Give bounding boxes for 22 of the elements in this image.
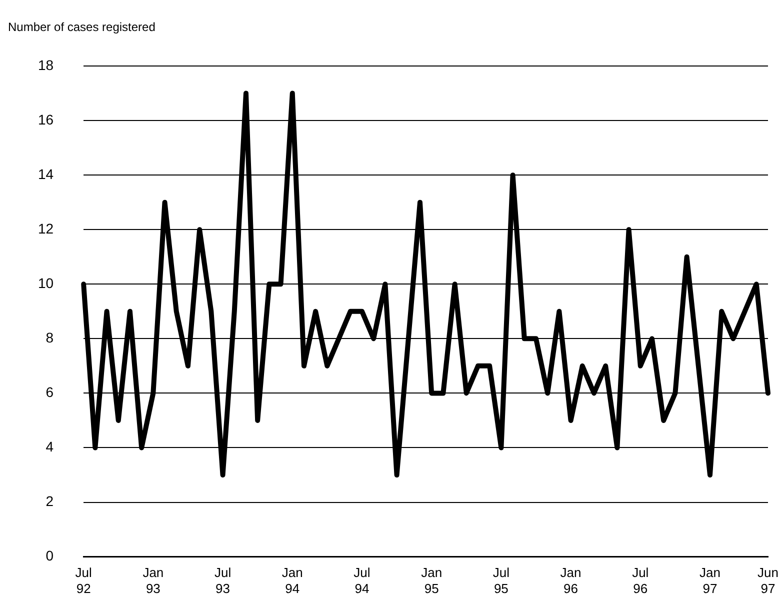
y-tick-label: 12: [38, 220, 54, 236]
x-tick-label: Jun 97: [758, 565, 778, 596]
x-tick-label: Jan 96: [560, 565, 582, 596]
y-tick-label: 14: [38, 166, 54, 182]
x-tick-label: Jul 95: [492, 565, 510, 596]
x-tick-label: Jan 95: [421, 565, 442, 596]
y-tick-label: 6: [46, 384, 54, 400]
y-tick-label: 10: [38, 274, 54, 291]
y-tick-label: 18: [38, 56, 54, 73]
x-tick-label: Jul 93: [214, 565, 232, 596]
x-tick-label: Jan 97: [700, 565, 720, 596]
y-tick-label: 4: [46, 438, 54, 455]
y-axis-title: Number of cases registered: [8, 20, 156, 34]
x-tick-label: Jul 96: [632, 565, 649, 596]
x-tick-label: Jul 92: [75, 565, 92, 596]
y-tick-label: 16: [38, 111, 54, 128]
x-tick-label: Jul 94: [354, 565, 370, 596]
x-tick-label: Jan 93: [142, 565, 164, 596]
x-tick-label: Jan 94: [282, 565, 303, 596]
y-tick-label: 8: [46, 330, 54, 346]
y-tick-label: 0: [46, 548, 54, 564]
y-tick-label: 2: [46, 493, 54, 510]
